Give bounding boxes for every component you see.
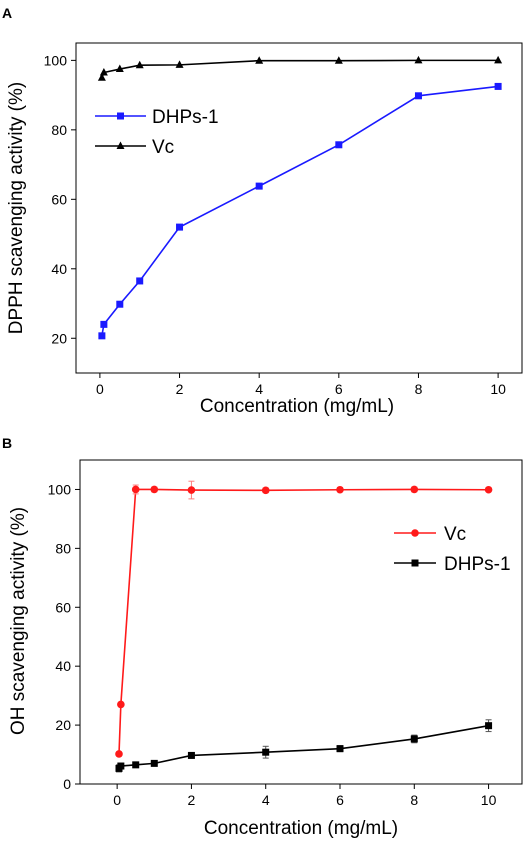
panel-b-x-tick-label: 10	[481, 792, 497, 808]
series-dhps1-point	[176, 223, 184, 231]
panel-b-x-tick-label: 0	[113, 792, 121, 808]
series-dhps1-point	[117, 762, 125, 770]
panel-b-x-tick-label: 6	[336, 792, 344, 808]
panel-a-y-tick-label: 40	[51, 261, 67, 277]
series-vc-point	[336, 485, 344, 494]
panel-a-label: A	[2, 5, 12, 21]
series-vc-point	[334, 56, 343, 64]
series-vc-point	[115, 64, 124, 73]
panel-b-label: B	[2, 435, 12, 451]
panel-b-y-tick-label: 0	[63, 776, 71, 792]
series-vc-point	[99, 68, 108, 76]
series-dhps1-point	[132, 761, 140, 769]
legend-a-vc-marker	[116, 141, 125, 149]
panel-b-plot-frame	[79, 459, 523, 785]
panel-a-chart: A 20 40 60 80 100 0 2 4 6 8 10 Concentration (mg/…	[2, 5, 523, 417]
series-vc-point	[484, 485, 493, 494]
panel-b-x-tick-label: 4	[262, 792, 270, 808]
series-dhps1-point	[414, 92, 422, 100]
series-vc-point	[117, 700, 125, 709]
panel-a-x-axis-label: Concentration (mg/mL)	[200, 396, 394, 417]
series-dhps1-point	[136, 277, 144, 285]
series-dhps1-point	[116, 300, 124, 308]
panel-b-x-tick-label: 8	[410, 792, 418, 808]
panel-a-y-axis: 20 40 60 80 100	[44, 52, 76, 346]
panel-a-y-axis-label: DPPH scavenging activity (%)	[6, 82, 27, 334]
series-dhps1-point	[410, 735, 418, 743]
series-vc-line	[118, 488, 489, 754]
panel-b-y-tick-label: 60	[55, 599, 71, 615]
series-vc-point	[410, 485, 419, 494]
panel-b-x-tick-label: 2	[188, 792, 196, 808]
panel-a-x-tick-label: 6	[335, 381, 343, 397]
series-vc-point	[115, 750, 123, 758]
series-vc-point	[175, 60, 184, 68]
panel-a-x-tick-label: 8	[415, 381, 423, 397]
panel-a-x-tick-label: 0	[96, 381, 104, 397]
panel-b-chart: B 0 20 40 60 80 100 0 2 4 6 8 10 Concentration (mg…	[2, 435, 523, 839]
panel-a-y-tick-label: 60	[51, 191, 67, 207]
panel-b-y-axis: 0 20 40 60 80 100	[48, 481, 80, 792]
panel-b-y-tick-label: 40	[55, 658, 71, 674]
legend-b-vc-marker	[411, 529, 419, 537]
series-vc-point	[255, 56, 264, 64]
legend-a-dhps1-marker	[117, 112, 124, 120]
panel-a-x-tick-label: 4	[255, 381, 263, 397]
panel-a-y-tick-label: 100	[44, 52, 68, 68]
series-dhps1-point	[98, 332, 106, 340]
series-dhps1-point	[335, 141, 343, 149]
panel-a-legend: DHPs-1 Vc	[95, 107, 219, 158]
series-vc-point	[261, 486, 270, 495]
panel-a-x-tick-label: 2	[176, 381, 184, 397]
series-vc-point	[494, 55, 503, 64]
series-dhps1-point	[187, 751, 195, 759]
panel-a-x-axis: 0 2 4 6 8 10	[96, 373, 506, 397]
panel-b-x-axis-label: Concentration (mg/mL)	[204, 818, 398, 839]
series-vc-point	[131, 485, 140, 494]
panel-b-legend: Vc DHPs-1	[394, 524, 511, 575]
legend-b-vc-label: Vc	[444, 524, 466, 545]
series-dhps1-point	[150, 759, 158, 767]
panel-a-plot-frame	[75, 42, 523, 374]
series-dhps1-point	[494, 82, 502, 90]
panel-b-x-axis: 0 2 4 6 8 10	[113, 784, 497, 808]
panel-b-y-tick-label: 20	[55, 717, 71, 733]
panel-b-y-tick-label: 80	[55, 540, 71, 556]
series-vc-point	[187, 486, 196, 494]
series-dhps1-point	[336, 745, 344, 753]
panel-b-series	[115, 480, 493, 773]
panel-b-y-axis-label: OH scavenging activity (%)	[8, 507, 29, 735]
series-vc-point	[135, 60, 144, 69]
panel-b-y-tick-label: 100	[48, 481, 72, 497]
series-vc-point	[414, 55, 423, 64]
series-dhps1-point	[262, 748, 270, 756]
series-dhps1-point	[255, 182, 263, 190]
series-vc-line	[101, 59, 499, 79]
panel-a-x-tick-label: 10	[490, 381, 506, 397]
legend-b-dhps1-label: DHPs-1	[444, 554, 511, 575]
legend-b-dhps1-marker	[411, 559, 419, 567]
series-dhps1-point	[100, 320, 108, 328]
legend-a-vc-label: Vc	[152, 137, 174, 158]
series-dhps1-point	[485, 722, 493, 730]
series-vc-point	[97, 73, 106, 81]
series-dhps1-line	[118, 724, 489, 769]
series-vc-point	[150, 485, 159, 494]
panel-a-series	[97, 55, 503, 340]
panel-a-y-tick-label: 80	[51, 122, 67, 138]
legend-a-dhps1-label: DHPs-1	[152, 107, 219, 128]
panel-a-y-tick-label: 20	[51, 330, 67, 346]
